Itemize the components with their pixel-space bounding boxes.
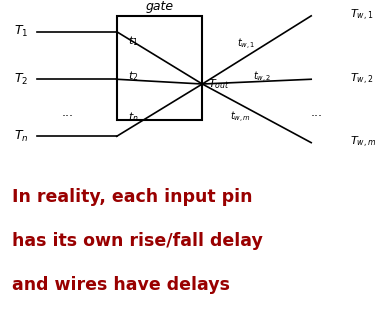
Text: $t_{w,2}$: $t_{w,2}$ (253, 70, 271, 85)
Text: $T_{w,m}$: $T_{w,m}$ (350, 135, 376, 150)
Text: $t_n$: $t_n$ (128, 110, 139, 124)
Text: ...: ... (62, 106, 74, 119)
Text: ...: ... (311, 106, 323, 119)
Text: $t_1$: $t_1$ (128, 34, 139, 48)
Text: $T_2$: $T_2$ (14, 72, 28, 87)
Text: $T_n$: $T_n$ (14, 129, 28, 144)
Text: $T_{w,2}$: $T_{w,2}$ (350, 72, 373, 87)
Text: $t_{w,m}$: $t_{w,m}$ (230, 110, 251, 125)
Text: $t_2$: $t_2$ (128, 69, 139, 83)
Text: has its own rise/fall delay: has its own rise/fall delay (12, 232, 263, 250)
Text: gate: gate (145, 0, 173, 13)
Text: In reality, each input pin: In reality, each input pin (12, 188, 252, 205)
Text: $T_{out}$: $T_{out}$ (208, 77, 230, 91)
Text: $t_{w,1}$: $t_{w,1}$ (237, 37, 256, 52)
Text: $T_{w,1}$: $T_{w,1}$ (350, 8, 373, 23)
Text: and wires have delays: and wires have delays (12, 276, 230, 294)
Text: $T_1$: $T_1$ (14, 24, 28, 39)
Bar (117, 16, 202, 120)
